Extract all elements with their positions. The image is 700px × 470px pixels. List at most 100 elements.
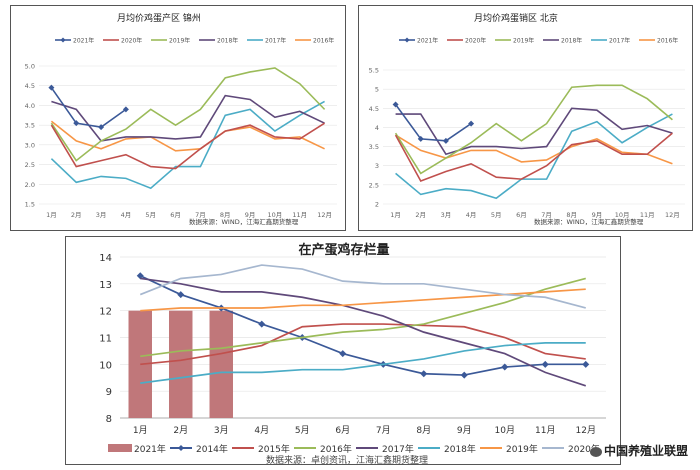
y-tick-label: 9 <box>106 387 112 398</box>
series-line <box>50 122 326 170</box>
legend-label: 2020年 <box>465 37 486 45</box>
chart-layer-stock-panel: 在产蛋鸡存栏量 8 9 10 11 12 13 14 1月 2月 3月 4月 5月 6月 7月 8月 9月 10月… <box>65 236 621 466</box>
data-point <box>339 350 347 358</box>
watermark: 中国养殖业联盟 <box>589 442 688 459</box>
legend-label: 2019年 <box>513 37 534 45</box>
series-line <box>395 134 673 165</box>
x-tick-label: 6月 <box>170 211 181 219</box>
legend-label: 2019年 <box>169 37 190 45</box>
x-tick-label: 4月 <box>254 425 269 436</box>
x-tick-label: 1月 <box>46 211 57 219</box>
x-tick-label: 8月 <box>220 211 231 219</box>
y-tick-label: 3 <box>375 162 379 170</box>
chart-jinzhou: 月均价鸡蛋产区 锦州 2021年 2020年 2019年 2018年 2017年 2016年… <box>25 12 337 226</box>
chart-source: 数据来源：WIND，江海汇鑫期货整理 <box>189 217 299 226</box>
x-tick-label: 3月 <box>96 211 107 219</box>
x-tick-label: 1月 <box>390 211 401 219</box>
x-tick-label: 2月 <box>71 211 82 219</box>
legend-label: 2017年 <box>265 37 286 45</box>
series-line <box>395 107 673 156</box>
series-line <box>395 113 673 200</box>
legend-label: 2021年 <box>417 37 438 45</box>
series-line <box>394 132 673 183</box>
series-line <box>140 288 586 312</box>
x-tick-label: 6月 <box>335 425 350 436</box>
legend-label: 2016年 <box>657 37 678 45</box>
x-tick-label: 1月 <box>133 425 148 436</box>
data-point <box>420 370 428 378</box>
y-tick-label: 8 <box>106 414 112 425</box>
chart-title: 月均价鸡蛋销区 北京 <box>474 12 558 24</box>
data-point <box>460 371 468 379</box>
legend-marker <box>60 37 66 43</box>
x-tick-label: 10月 <box>495 425 515 436</box>
series-line <box>50 67 326 162</box>
y-tick-label: 11 <box>99 334 112 345</box>
data-point <box>122 106 129 113</box>
chart-beijing-panel: 月均价鸡蛋销区 北京 2021年 2020年 2019年 2018年 2017年 2016年… <box>358 5 693 231</box>
y-tick-label: 4 <box>375 124 379 132</box>
y-tick-label: 2.5 <box>25 161 35 169</box>
y-tick-label: 3.5 <box>369 143 379 151</box>
y-tick-label: 2 <box>375 201 379 209</box>
legend-label: 2019年 <box>506 443 538 455</box>
series-line <box>394 84 673 175</box>
x-tick-label: 2月 <box>173 425 188 436</box>
x-tick-label: 9月 <box>592 211 603 219</box>
x-tick-label: 8月 <box>566 211 577 219</box>
x-tick-label: 5月 <box>145 211 156 219</box>
legend-marker <box>404 37 410 43</box>
data-point <box>468 120 475 127</box>
data-point <box>417 135 424 142</box>
data-point <box>258 320 266 328</box>
y-tick-label: 4.5 <box>25 82 35 90</box>
x-tick-label: 11月 <box>535 425 555 436</box>
series-line <box>50 120 325 152</box>
y-tick-label: 10 <box>99 360 112 371</box>
series-line <box>140 277 586 358</box>
legend-label: 2018年 <box>561 37 582 45</box>
chart-source: 数据来源：WIND，江海汇鑫期货整理 <box>534 217 644 226</box>
y-tick-label: 3.0 <box>25 141 35 149</box>
chart-source: 数据来源：卓创资讯，江海汇鑫期货整理 <box>266 454 428 466</box>
chart-title: 在产蛋鸡存栏量 <box>298 242 389 258</box>
x-tick-label: 10月 <box>268 211 283 219</box>
data-point <box>177 291 185 299</box>
y-tick-label: 1.5 <box>25 201 35 209</box>
data-point <box>541 360 549 368</box>
bar <box>169 310 193 418</box>
x-tick-label: 12月 <box>317 211 332 219</box>
y-tick-label: 12 <box>99 307 112 318</box>
legend-label: 2014年 <box>196 443 228 455</box>
chart-jinzhou-panel: 月均价鸡蛋产区 锦州 2021年 2020年 2019年 2018年 2017年 2016年… <box>10 5 346 231</box>
x-tick-label: 11月 <box>640 211 655 219</box>
series-line <box>50 100 325 190</box>
x-tick-label: 9月 <box>245 211 256 219</box>
series-line <box>139 275 586 376</box>
data-point <box>582 360 590 368</box>
chart-beijing: 月均价鸡蛋销区 北京 2021年 2020年 2019年 2018年 2017年 2016年… <box>369 12 685 226</box>
data-point <box>73 120 80 127</box>
data-point <box>136 272 144 280</box>
x-tick-label: 7月 <box>376 425 391 436</box>
x-tick-label: 2月 <box>415 211 426 219</box>
y-tick-label: 13 <box>99 280 112 291</box>
series-line <box>140 342 586 384</box>
x-tick-label: 4月 <box>466 211 477 219</box>
data-point <box>501 363 509 371</box>
bar <box>209 310 233 418</box>
x-tick-label: 7月 <box>541 211 552 219</box>
y-tick-label: 5.5 <box>369 67 379 75</box>
watermark-text: 中国养殖业联盟 <box>603 444 688 458</box>
data-point <box>98 124 105 131</box>
legend-label: 2021年 <box>73 37 94 45</box>
series-line <box>394 103 472 142</box>
legend-marker <box>178 445 184 451</box>
x-tick-label: 3月 <box>441 211 452 219</box>
data-point <box>392 101 399 108</box>
x-tick-label: 5月 <box>295 425 310 436</box>
legend-label: 2017年 <box>382 443 414 455</box>
legend-label: 2016年 <box>320 443 352 455</box>
x-tick-label: 3月 <box>214 425 229 436</box>
wechat-icon <box>589 446 602 457</box>
